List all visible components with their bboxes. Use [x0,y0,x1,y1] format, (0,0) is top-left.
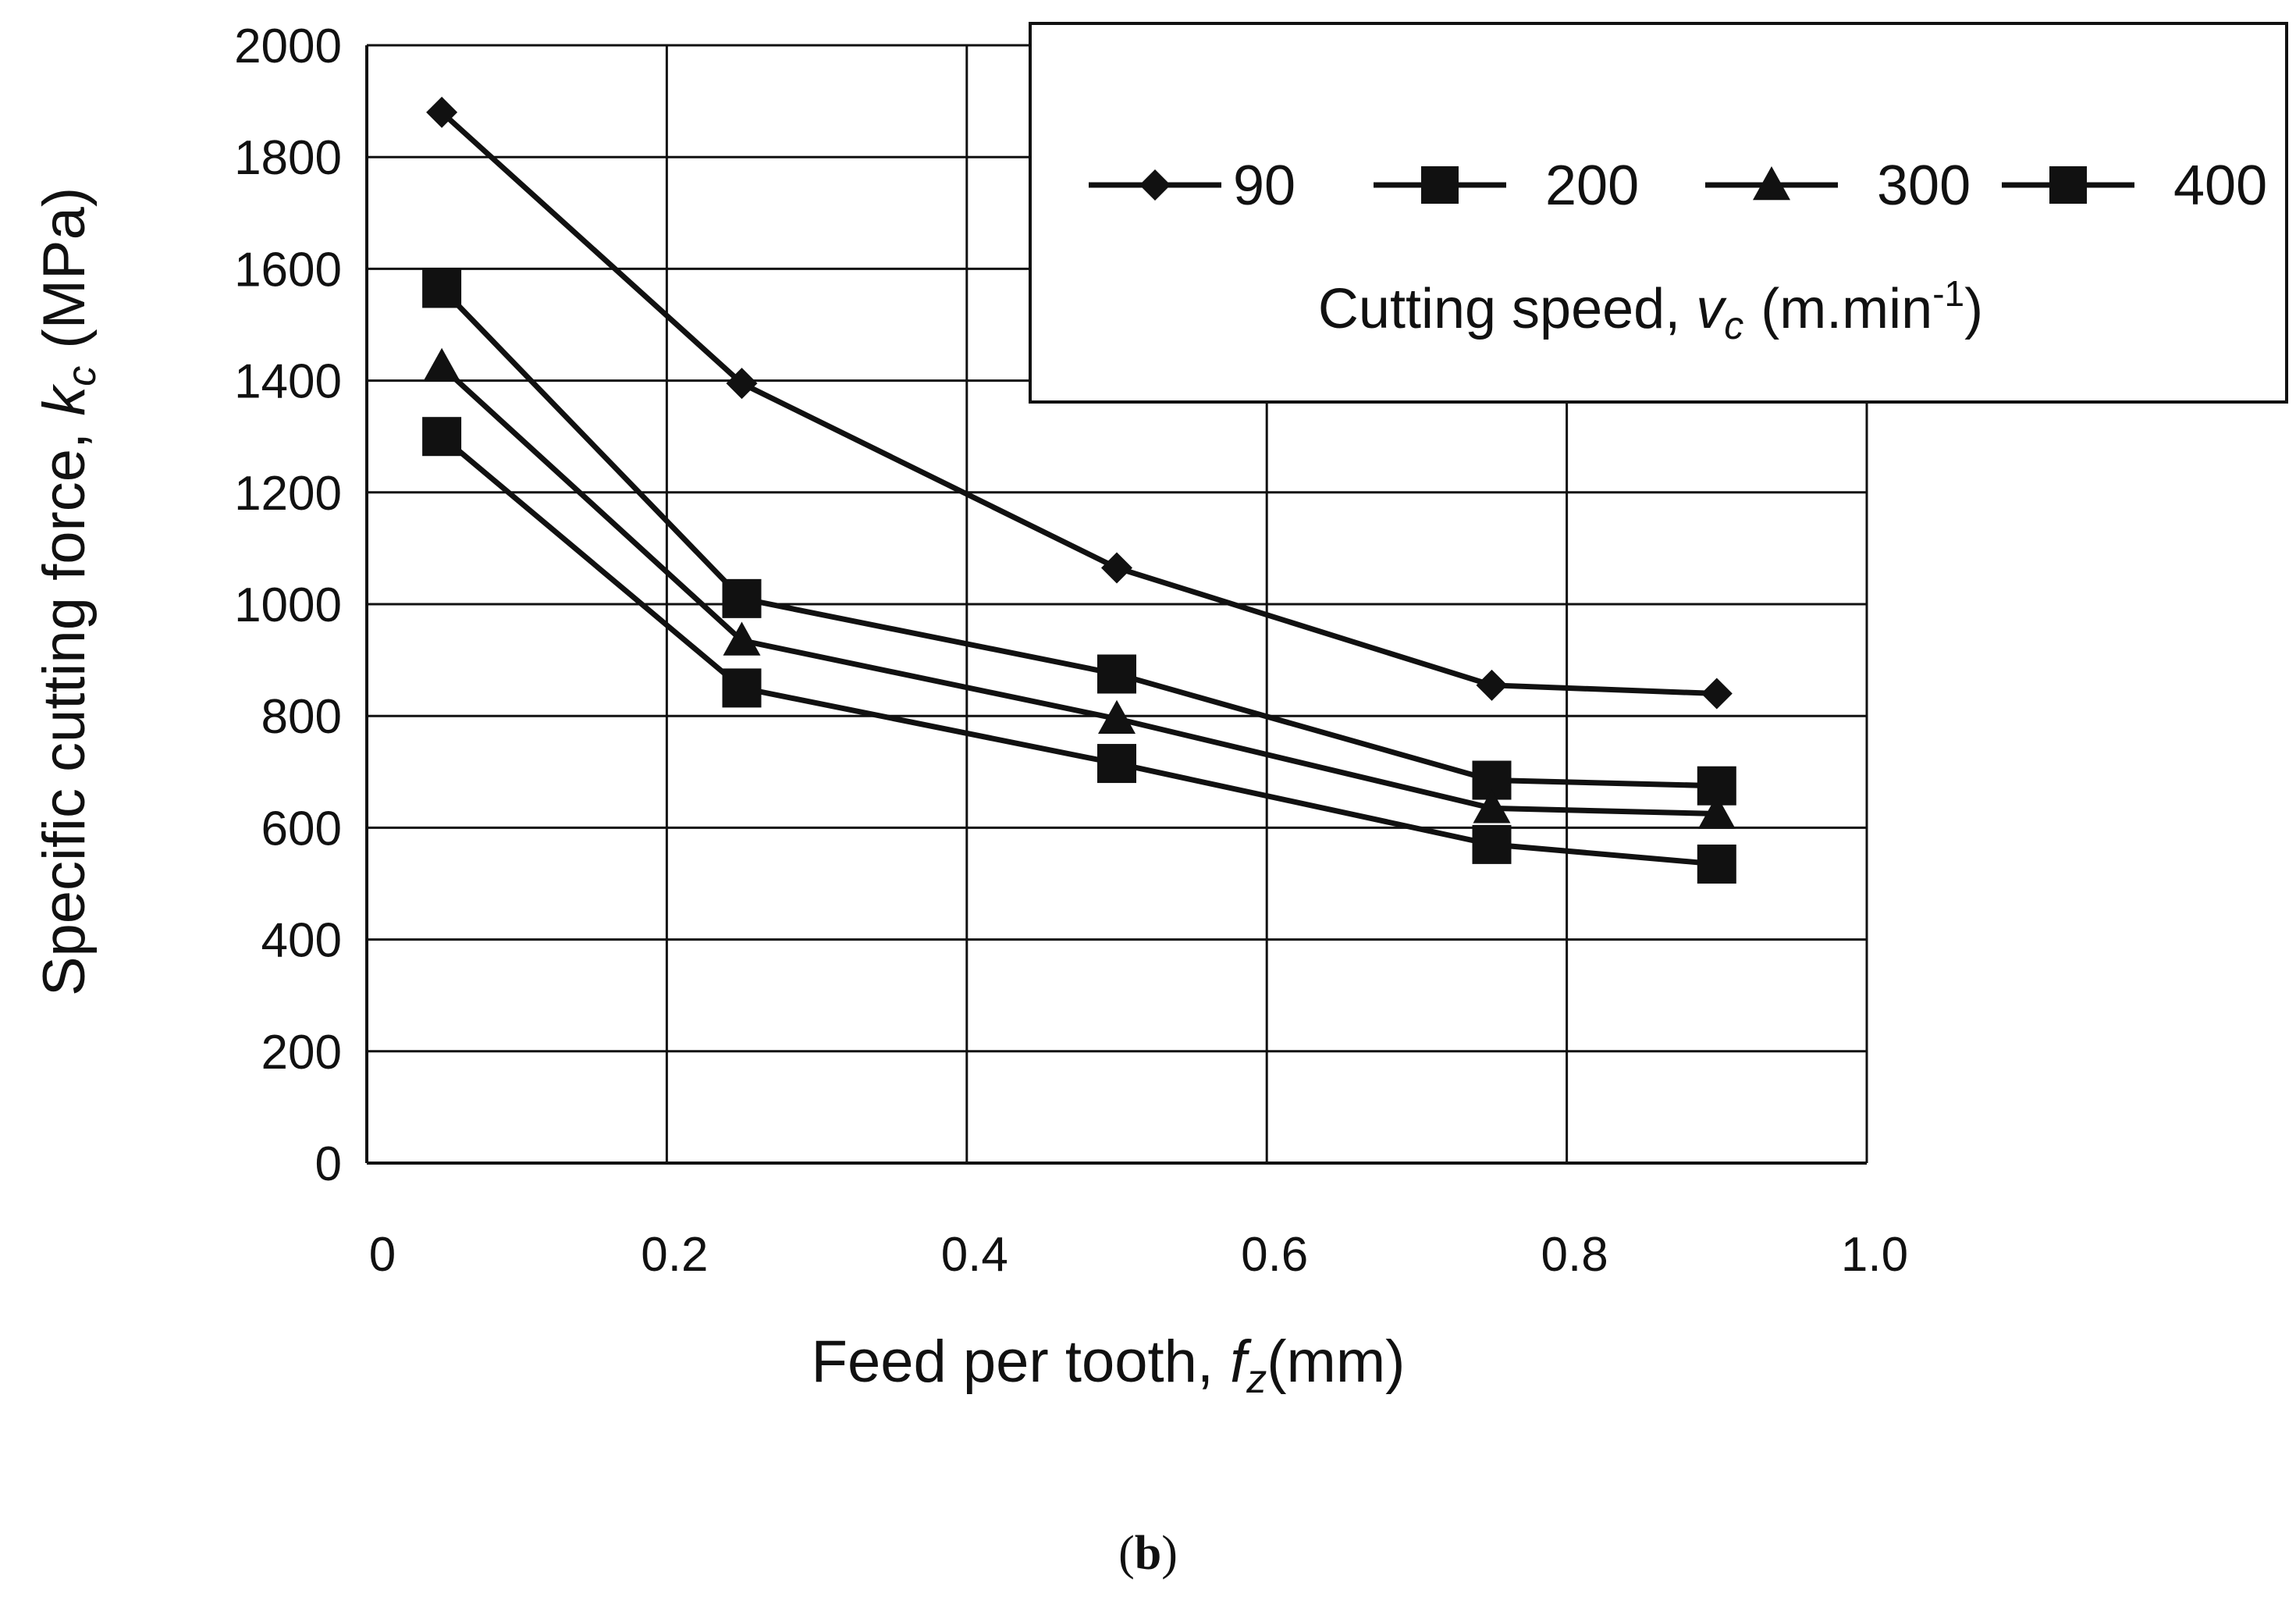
legend-marker [2049,166,2087,204]
x-tick-labels: 0 0.2 0.4 0.6 0.8 1.0 [369,1228,1908,1282]
x-tick-label: 1.0 [1841,1228,1908,1282]
data-point [1697,844,1736,884]
x-tick-label: 0.4 [941,1228,1008,1282]
data-point [1098,699,1136,734]
data-point [423,347,461,382]
data-point [1097,744,1136,784]
legend-label: 200 [1545,155,1639,217]
x-tick-label: 0.6 [1241,1228,1308,1282]
legend-marker [1753,166,1790,201]
y-tick-label: 200 [261,1026,342,1080]
series-lines [422,96,1736,884]
figure-caption: (b) [1118,1527,1178,1580]
legend-title: Cutting speed, vc (m.min-1) [1318,273,1983,347]
y-tick-label: 1000 [234,578,342,632]
series-90 [426,96,1733,710]
data-point [1473,789,1511,824]
data-point [1472,824,1512,864]
legend-item-400: 400 [2002,155,2267,217]
legend-item-300: 300 [1705,155,1971,217]
data-point [1476,669,1508,701]
y-tick-labels: 0 200 400 600 800 1000 1200 1400 1600 1800 2000 [234,20,342,1191]
y-tick-label: 2000 [234,20,342,73]
grid-lines [367,44,1868,1163]
data-point [422,269,462,308]
data-point [1701,678,1733,710]
series-400 [422,417,1736,884]
y-tick-label: 1800 [234,131,342,185]
legend-label: 300 [1877,155,1971,217]
legend-label: 90 [1233,155,1295,217]
y-tick-label: 600 [261,802,342,856]
legend-marker [1139,169,1171,201]
data-point [723,621,761,656]
legend-items: 90 200 300 400 [1089,155,2267,217]
x-tick-label: 0 [369,1228,396,1282]
x-tick-label: 0.2 [641,1228,708,1282]
axes [365,45,1867,1165]
legend-label: 400 [2173,155,2267,217]
legend-item-90: 90 [1089,155,1295,217]
x-tick-label: 0.8 [1541,1228,1608,1282]
series-300 [423,347,1736,829]
series-line [439,365,1717,816]
y-tick-label: 1400 [234,355,342,409]
data-point [422,417,462,457]
data-point [426,96,458,128]
y-tick-label: 0 [315,1137,342,1191]
legend: 90 200 300 400 Cutting speed, vc (m.min-1) [1029,22,2288,404]
data-point [722,578,762,618]
x-axis-label: Feed per tooth, fz(mm) [812,1329,1406,1402]
y-tick-label: 1600 [234,243,342,297]
data-point [1097,654,1136,694]
legend-box [1029,22,2288,404]
series-line [439,434,1718,867]
y-tick-label: 800 [261,690,342,744]
y-tick-label: 1200 [234,467,342,521]
series-200 [422,269,1736,806]
data-point [1697,795,1736,829]
legend-marker [1421,166,1459,204]
y-axis-label: Specific cutting force, kc(MPa) [31,187,105,996]
data-point [726,368,758,400]
legend-item-200: 200 [1374,155,1639,217]
y-tick-label: 400 [261,914,342,968]
data-point [1101,552,1132,584]
data-point [722,668,762,708]
